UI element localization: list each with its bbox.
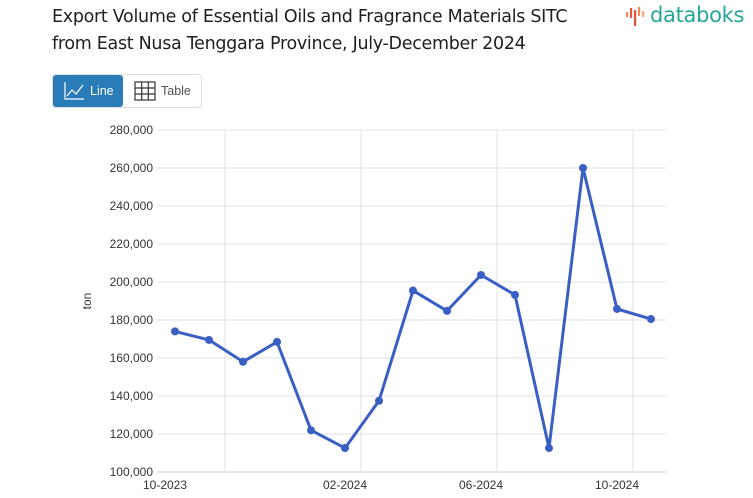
y-tick-label: 220,000 [110,237,154,251]
x-axis-ticks: 10-2023 02-2024 06-2024 10-2024 [143,478,639,492]
data-points [171,164,655,453]
data-point[interactable] [511,290,519,299]
x-tick-label: 06-2024 [459,478,503,492]
data-point[interactable] [443,306,451,315]
y-tick-label: 240,000 [110,199,154,213]
data-point[interactable] [477,270,485,279]
data-point[interactable] [273,337,281,346]
data-point[interactable] [545,444,553,453]
x-tick-label: 10-2023 [143,478,187,492]
y-tick-label: 200,000 [110,275,154,289]
y-tick-label: 140,000 [110,389,154,403]
x-tick-label: 10-2024 [595,478,639,492]
series-line [174,166,652,450]
table-view-label: Table [161,84,191,98]
chart-gridlines [157,129,666,473]
data-point[interactable] [409,286,417,295]
data-point[interactable] [171,327,179,336]
data-point[interactable] [307,426,315,435]
data-point[interactable] [579,164,587,172]
x-tick-label: 02-2024 [323,478,367,492]
y-tick-label: 280,000 [110,123,154,137]
logo-text: databoks [650,3,745,27]
data-point[interactable] [647,315,655,324]
data-point[interactable] [341,444,349,453]
data-point[interactable] [375,396,383,405]
y-axis-ticks: 100,000 120,000 140,000 160,000 180,000 200,0… [110,123,154,479]
data-point[interactable] [239,357,247,366]
grid-table-icon [134,81,156,101]
data-point[interactable] [613,304,621,313]
line-view-label: Line [90,84,114,98]
y-tick-label: 100,000 [110,465,154,479]
y-tick-label: 180,000 [110,313,154,327]
y-tick-label: 120,000 [110,427,154,441]
chart-title: Export Volume of Essential Oils and Frag… [52,4,568,58]
table-view-button[interactable]: Table [123,75,191,107]
y-axis-label: ton [80,293,94,310]
view-toggle: Line Table [52,74,202,108]
y-tick-label: 260,000 [110,161,154,175]
y-tick-label: 160,000 [110,351,154,365]
databoks-logo[interactable]: databoks [625,3,744,27]
line-view-button[interactable]: Line [53,75,123,107]
chart-title-line-2: from East Nusa Tenggara Province, July-D… [52,34,526,54]
chart-title-line-1: Export Volume of Essential Oils and Frag… [52,7,568,27]
line-chart-icon [64,82,84,100]
data-point[interactable] [205,335,213,344]
bar-pulse-logo-icon [626,7,645,26]
